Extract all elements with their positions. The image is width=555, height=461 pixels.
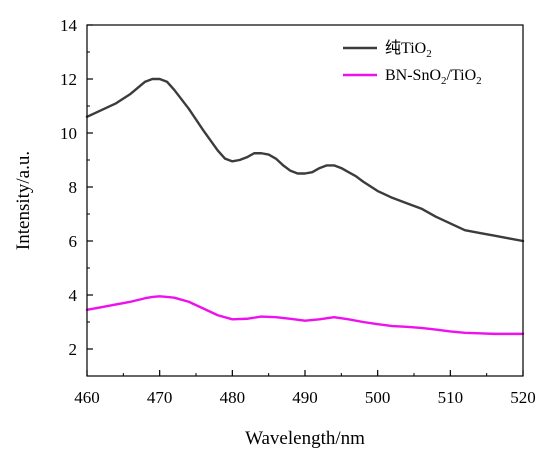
x-tick-label: 470	[147, 388, 173, 407]
x-tick-label: 490	[292, 388, 318, 407]
y-tick-label: 14	[60, 16, 78, 35]
x-tick-label: 500	[365, 388, 391, 407]
y-tick-label: 8	[69, 178, 78, 197]
plot-frame	[86, 24, 524, 377]
y-tick-label: 2	[69, 340, 78, 359]
x-tick-label: 460	[74, 388, 100, 407]
x-tick-label: 480	[220, 388, 246, 407]
legend: 纯TiO2 BN-SnO2/TiO2	[343, 39, 482, 87]
legend-label-1: 纯TiO2	[385, 39, 432, 60]
x-tick-label: 510	[438, 388, 464, 407]
legend-label-2: BN-SnO2/TiO2	[385, 67, 482, 87]
series-line-1	[85, 77, 525, 243]
y-axis-title: Intensity/a.u.	[13, 151, 34, 250]
y-tick-label: 10	[60, 124, 77, 143]
axis-ticks: 460 470 480 490 500 510 520 2 4 6 8 10 12 14	[60, 16, 536, 407]
series-layer	[85, 77, 525, 336]
series-line-2	[85, 295, 525, 336]
x-axis-title: Wavelength/nm	[245, 428, 365, 449]
y-tick-label: 12	[60, 70, 77, 89]
y-tick-label: 6	[69, 232, 78, 251]
x-tick-label: 520	[510, 388, 536, 407]
y-tick-label: 4	[69, 286, 78, 305]
